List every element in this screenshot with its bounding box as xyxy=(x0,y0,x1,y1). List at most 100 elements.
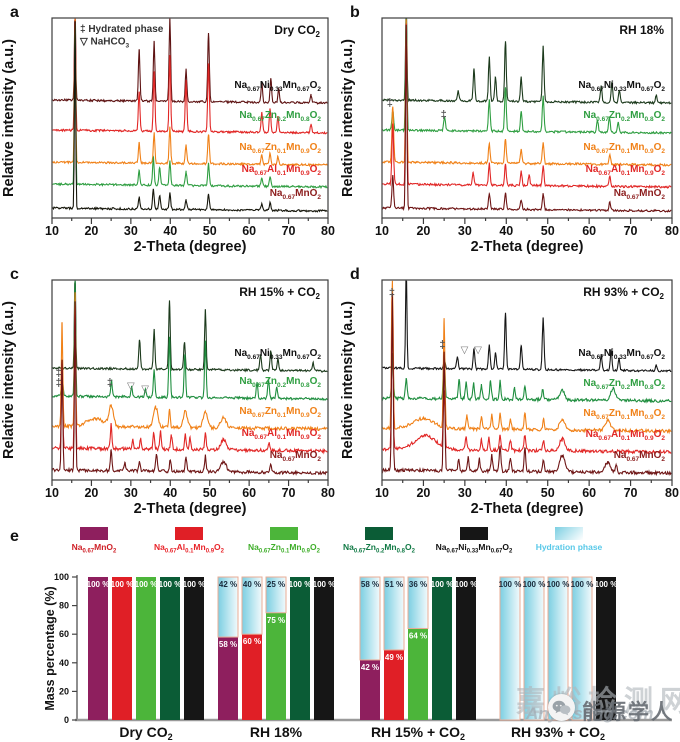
legend-swatch-4 xyxy=(460,527,488,540)
legend-label-1: Na0.67Al0.1Mn0.9O2 xyxy=(154,542,224,555)
bar-hydration-3-0 xyxy=(499,576,521,721)
series-label-0: Na0.67Ni0.33Mn0.67O2 xyxy=(234,348,321,361)
formula-subscript: 0.67 xyxy=(591,354,604,361)
formula-part: Zn xyxy=(265,376,277,387)
hydration-value-label: 25 % xyxy=(267,580,285,589)
sample-value-label: 100 % xyxy=(111,580,134,589)
formula-part: Na xyxy=(586,429,599,440)
x-tick-label: 40 xyxy=(163,224,177,238)
formula-subscript: 0.9 xyxy=(205,548,215,555)
curves-group xyxy=(52,18,328,213)
series-label-3: Na0.67Al0.1Mn0.9O2 xyxy=(586,164,666,177)
formula-part: Mn xyxy=(193,542,206,552)
formula-part: O xyxy=(310,376,318,387)
formula-subscript: 3 xyxy=(125,43,129,50)
x-axis-title: 2-Theta (degree) xyxy=(134,501,247,517)
formula-subscript: 0.67 xyxy=(283,456,296,463)
xrd-curve-4 xyxy=(52,301,328,476)
hydration-value-label: 100 % xyxy=(571,580,594,589)
formula-subscript: 2 xyxy=(317,354,321,361)
x-tick-label: 50 xyxy=(541,486,555,500)
formula-subscript: 0.33 xyxy=(270,86,283,93)
x-axis-title: 2-Theta (degree) xyxy=(471,239,584,255)
group-label-3: RH 93% + CO2 xyxy=(511,724,605,742)
formula-subscript: 2 xyxy=(220,548,224,555)
condition-title: RH 93% + CO2 xyxy=(583,285,664,301)
formula-part: Al xyxy=(267,428,277,439)
hydrated-phase-marker-1: ‡ xyxy=(439,339,445,351)
hydrated-phase-marker-0: ‡ xyxy=(387,97,393,109)
xrd-curve-4 xyxy=(52,21,328,213)
series-label-3: Na0.67Al0.1Mn0.9O2 xyxy=(242,164,322,177)
formula-part: Mn xyxy=(630,408,644,419)
formula-subscript: 0.33 xyxy=(270,354,283,361)
legend-label-5: Hydration phase xyxy=(536,542,603,552)
formula-subscript: 0.1 xyxy=(185,548,194,555)
x-tick-label: 40 xyxy=(499,224,513,238)
formula-subscript: 0.67 xyxy=(252,148,265,155)
formula-part: MnO xyxy=(94,542,114,552)
panel-d-xrd-rh93-co2: d 10 20 30 40 50 60 70 80 2-Theta (degree) Relati… xyxy=(340,262,680,524)
formula-part: Ni xyxy=(604,348,614,359)
sample-value-label: 100 % xyxy=(87,580,110,589)
formula-subscript: 2 xyxy=(317,148,321,155)
group-label-1: RH 18% xyxy=(250,724,303,740)
formula-part: Na xyxy=(239,376,252,387)
formula-part: Na xyxy=(435,542,447,552)
bar-hydration-1-1 xyxy=(241,576,263,635)
y-tick-label: 20 xyxy=(59,686,69,696)
formula-subscript: 2 xyxy=(317,456,321,463)
formula-part: Mn xyxy=(630,378,644,389)
formula-subscript: 2 xyxy=(660,292,665,301)
formula-part: Dry CO xyxy=(119,724,167,740)
formula-part: Na xyxy=(583,142,596,153)
formula-subscript: 2 xyxy=(317,382,321,389)
panel-a-xrd-dry-co2: a 10 20 30 40 50 60 70 80 2-Theta (degree) Relati… xyxy=(0,0,340,262)
condition-title: Dry CO2 xyxy=(274,23,320,39)
formula-part: O xyxy=(310,406,318,417)
series-label-1: Na0.67Zn0.2Mn0.8O2 xyxy=(583,378,665,391)
formula-part: O xyxy=(310,142,318,153)
formula-subscript: 2 xyxy=(316,292,321,301)
sample-value-label: 100 % xyxy=(183,580,206,589)
sample-value-label: 100 % xyxy=(159,580,182,589)
formula-part: O xyxy=(654,378,662,389)
formula-subscript: 0.9 xyxy=(301,434,310,441)
formula-part: ‡ Hydrated phase xyxy=(80,24,164,35)
x-tick-label: 60 xyxy=(582,486,596,500)
xrd-curve-2 xyxy=(382,19,672,167)
formula-subscript: 2 xyxy=(113,548,117,555)
formula-subscript: 0.67 xyxy=(82,548,95,555)
formula-subscript: 2 xyxy=(460,732,465,742)
group-label-0: Dry CO2 xyxy=(119,724,172,742)
formula-subscript: 0.67 xyxy=(596,384,609,391)
formula-subscript: 2 xyxy=(661,435,665,442)
panel-e-mass-percentage: e Na0.67MnO2 Na0.67Al0.1Mn0.9O2 Na0.67Zn0.… xyxy=(0,524,680,742)
panel-letter-b: b xyxy=(350,4,360,21)
sample-value-label: 100 % xyxy=(135,580,158,589)
formula-part: O xyxy=(214,542,221,552)
hydration-value-label: 100 % xyxy=(547,580,570,589)
bar-sample-0-4 xyxy=(184,577,204,720)
legend-swatch-1 xyxy=(175,527,203,540)
formula-part: O xyxy=(654,110,662,121)
bar-hydration-3-3 xyxy=(571,576,593,721)
formula-part: Mn xyxy=(626,348,640,359)
formula-subscript: 0.9 xyxy=(645,414,654,421)
formula-part: Mn xyxy=(630,164,644,175)
bar-sample-1-2 xyxy=(266,612,286,720)
series-label-1: Na0.67Zn0.2Mn0.8O2 xyxy=(583,110,665,123)
formula-part: Zn xyxy=(609,110,621,121)
legend-item-0: Na0.67MnO2 xyxy=(52,527,136,555)
hydrated-phase-marker-0: ‡ xyxy=(56,367,62,379)
sample-value-label: 100 % xyxy=(289,580,312,589)
formula-subscript: 0.67 xyxy=(252,382,265,389)
legend-annotation-1: ▽ NaHCO3 xyxy=(79,37,129,50)
x-tick-label: 80 xyxy=(321,224,335,238)
formula-subscript: 2 xyxy=(316,548,320,555)
formula-subscript: 0.9 xyxy=(301,148,310,155)
x-tick-label: 30 xyxy=(124,224,138,238)
series-label-1: Na0.67Zn0.2Mn0.8O2 xyxy=(239,376,321,389)
xrd-plot-a: 10 20 30 40 50 60 70 80 2-Theta (degree) Relative… xyxy=(1,17,335,255)
formula-part: O xyxy=(310,164,318,175)
